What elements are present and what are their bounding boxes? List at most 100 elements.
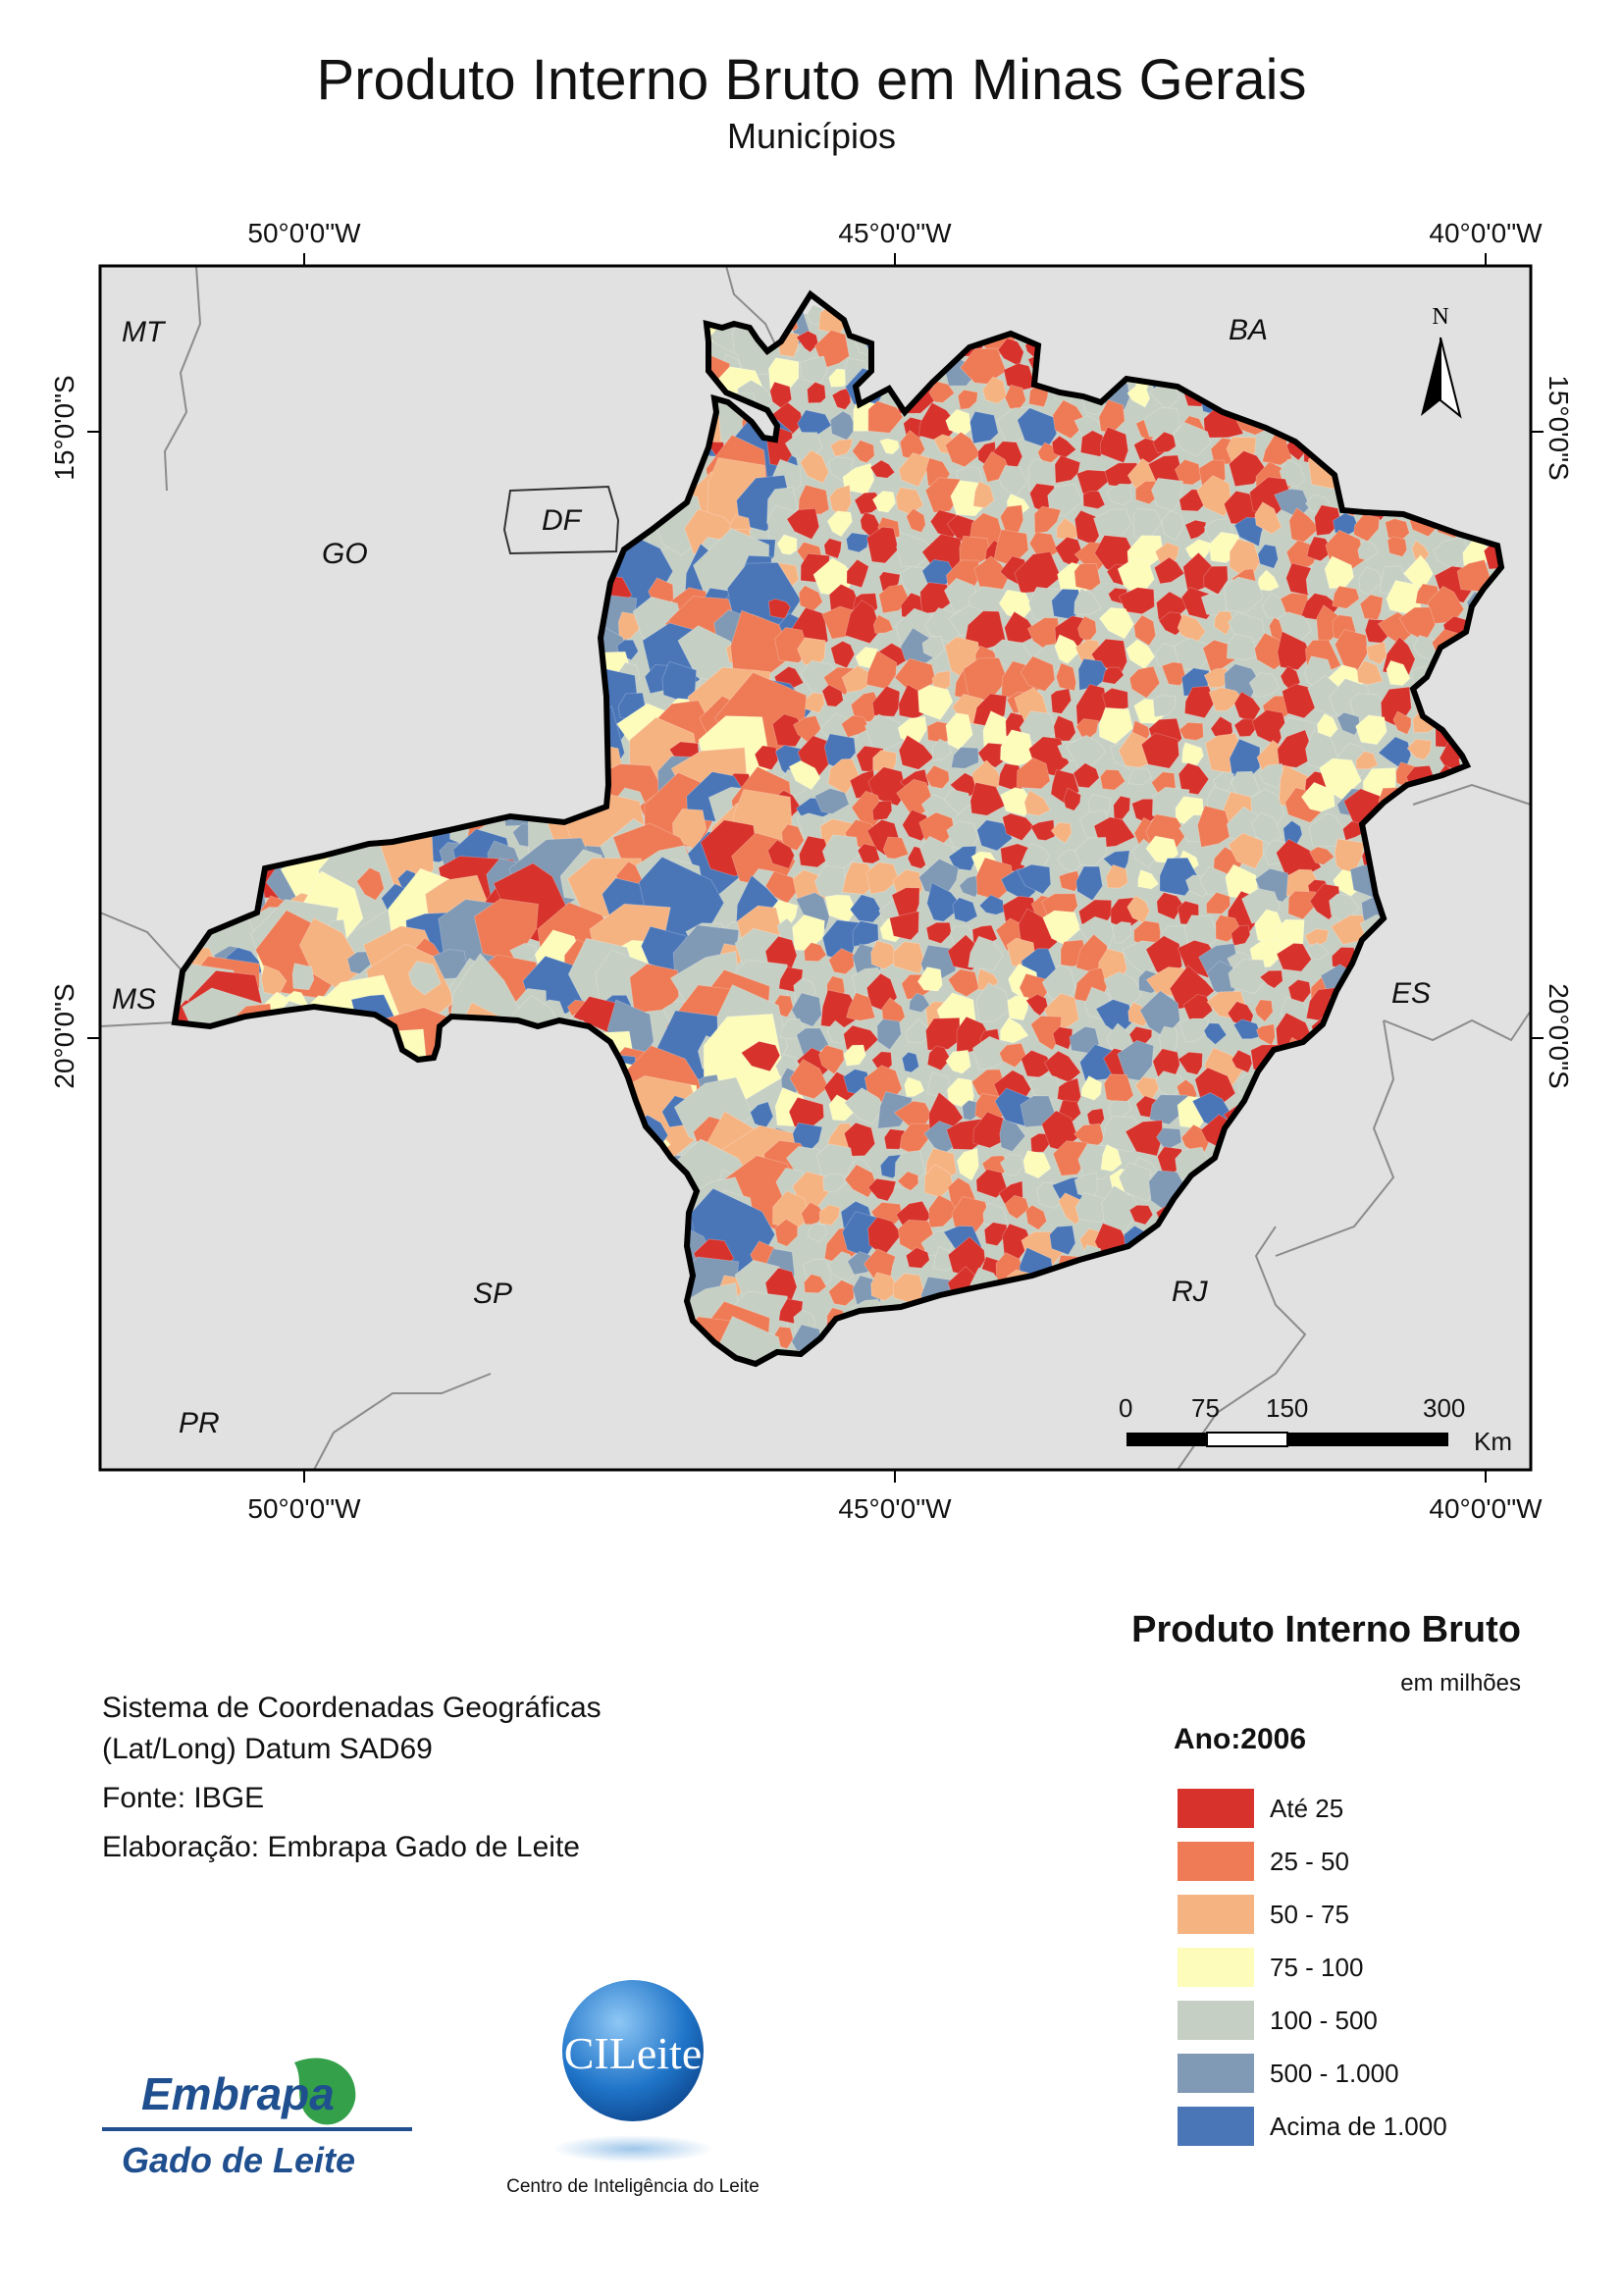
municipality-patch <box>841 861 877 895</box>
municipality-patch <box>1258 762 1283 789</box>
embrapa-leaf <box>294 2058 356 2125</box>
municipality-patch <box>921 636 946 659</box>
municipality-patch <box>1073 588 1102 615</box>
map-canvas: MT BA GO DF MS ES SP RJ PR N <box>87 253 1544 1483</box>
municipality-patch <box>356 866 385 901</box>
municipality-patch <box>931 738 953 762</box>
municipality-patch <box>879 438 900 455</box>
municipality-patch <box>871 685 901 717</box>
municipality-patch <box>1181 742 1204 766</box>
embrapa-wordmark: Embrapa <box>141 2068 335 2119</box>
legend-item: 50 - 75 <box>1178 1894 1349 1935</box>
municipality-patch <box>1197 805 1233 848</box>
municipality-patch <box>1052 1140 1088 1176</box>
municipality-patch <box>905 1247 930 1269</box>
scale-tick-0: 0 <box>1119 1393 1133 1423</box>
graticule-ticks <box>87 253 1544 1483</box>
state-label-sp: SP <box>473 1278 512 1310</box>
municipality-patch <box>1052 399 1088 440</box>
municipality-patch <box>902 809 930 842</box>
municipality-patch <box>1007 995 1029 1021</box>
info-datum: (Lat/Long) Datum SAD69 <box>102 1733 433 1765</box>
municipality-patch <box>818 1044 845 1075</box>
municipality-patch <box>1128 1204 1154 1226</box>
municipality-patch <box>840 714 871 738</box>
municipality-patch <box>844 1087 886 1124</box>
municipality-patch <box>1100 1143 1123 1173</box>
top-lon-label-50w: 50°0'0"W <box>247 218 361 248</box>
municipality-patch <box>1004 1194 1030 1220</box>
municipality-patch <box>1259 969 1283 989</box>
municipality-patch <box>1004 610 1039 644</box>
municipality-patch <box>1279 458 1306 488</box>
municipality-patch <box>846 558 869 589</box>
municipality-patch <box>1456 559 1493 592</box>
municipality-patch <box>1033 505 1062 535</box>
legend-item: 500 - 1.000 <box>1178 2053 1399 2094</box>
municipality-patch <box>800 449 829 484</box>
legend-swatch <box>1178 2054 1254 2093</box>
municipality-patch <box>1203 667 1230 689</box>
municipality-patch <box>956 1147 979 1181</box>
municipality-patch <box>952 897 978 923</box>
municipality-patch <box>898 452 930 488</box>
municipality-patch <box>872 614 894 634</box>
bottom-lon-label-50w: 50°0'0"W <box>247 1493 361 1524</box>
municipality-patch <box>972 480 995 509</box>
scale-seg-2 <box>1206 1432 1288 1447</box>
municipality-patch <box>1184 519 1207 540</box>
state-label-go: GO <box>322 538 368 570</box>
municipality-patch <box>972 1111 1008 1149</box>
municipality-patch <box>1355 714 1387 746</box>
municipality-patch <box>1226 633 1260 661</box>
scale-tick-300: 300 <box>1423 1393 1466 1423</box>
border-ba-es <box>1412 783 1532 806</box>
scale-seg-3 <box>1287 1433 1448 1446</box>
municipality-patch <box>917 684 954 720</box>
info-author: Elaboração: Embrapa Gado de Leite <box>102 1831 580 1863</box>
municipality-patch <box>407 961 442 996</box>
municipality-patch <box>1052 1026 1073 1050</box>
municipality-patch <box>1073 762 1100 789</box>
municipality-patch <box>807 1223 828 1243</box>
cileite-caption: Centro de Inteligência do Leite <box>506 2176 759 2197</box>
municipality-patch <box>897 1171 919 1191</box>
north-arrow-right-half <box>1440 337 1462 419</box>
municipality-patch <box>889 911 919 941</box>
municipality-patch <box>1392 710 1412 736</box>
municipality-patch <box>803 942 827 963</box>
municipality-patch <box>998 464 1028 496</box>
municipality-patch <box>928 381 956 403</box>
municipality-patch <box>1058 870 1081 892</box>
municipality-patch <box>828 948 855 975</box>
municipality-patch <box>1276 942 1312 972</box>
municipality-patch <box>1098 606 1134 640</box>
municipality-patch <box>852 920 879 948</box>
municipality-patch <box>924 477 961 513</box>
municipality-patch <box>1105 863 1128 889</box>
municipality-patch <box>950 747 979 769</box>
municipality-patch <box>1156 892 1184 920</box>
municipality-patch <box>1228 832 1264 869</box>
legend-item: 100 - 500 <box>1178 2000 1378 2041</box>
border-sp-pr <box>313 1373 492 1471</box>
municipality-patch <box>969 782 1006 816</box>
municipality-patch <box>944 431 981 468</box>
municipality-patch <box>1212 770 1235 792</box>
municipality-patch <box>870 1272 900 1302</box>
municipality-patch <box>1159 1025 1178 1053</box>
top-lon-label-45w: 45°0'0"W <box>838 218 952 248</box>
municipality-patch <box>754 745 779 771</box>
municipality-patch <box>788 759 821 791</box>
municipality-patch <box>841 665 872 694</box>
municipality-patch <box>1332 585 1360 609</box>
municipality-patch <box>798 484 830 515</box>
legend-swatch <box>1178 1789 1254 1828</box>
municipality-patch <box>971 1035 1009 1070</box>
map-frame <box>98 264 1533 1472</box>
municipality-patch <box>1029 819 1056 841</box>
embrapa-rule <box>102 2127 412 2131</box>
municipality-patch <box>796 330 819 353</box>
municipality-patch <box>999 1017 1029 1044</box>
municipality-patch <box>845 532 870 553</box>
